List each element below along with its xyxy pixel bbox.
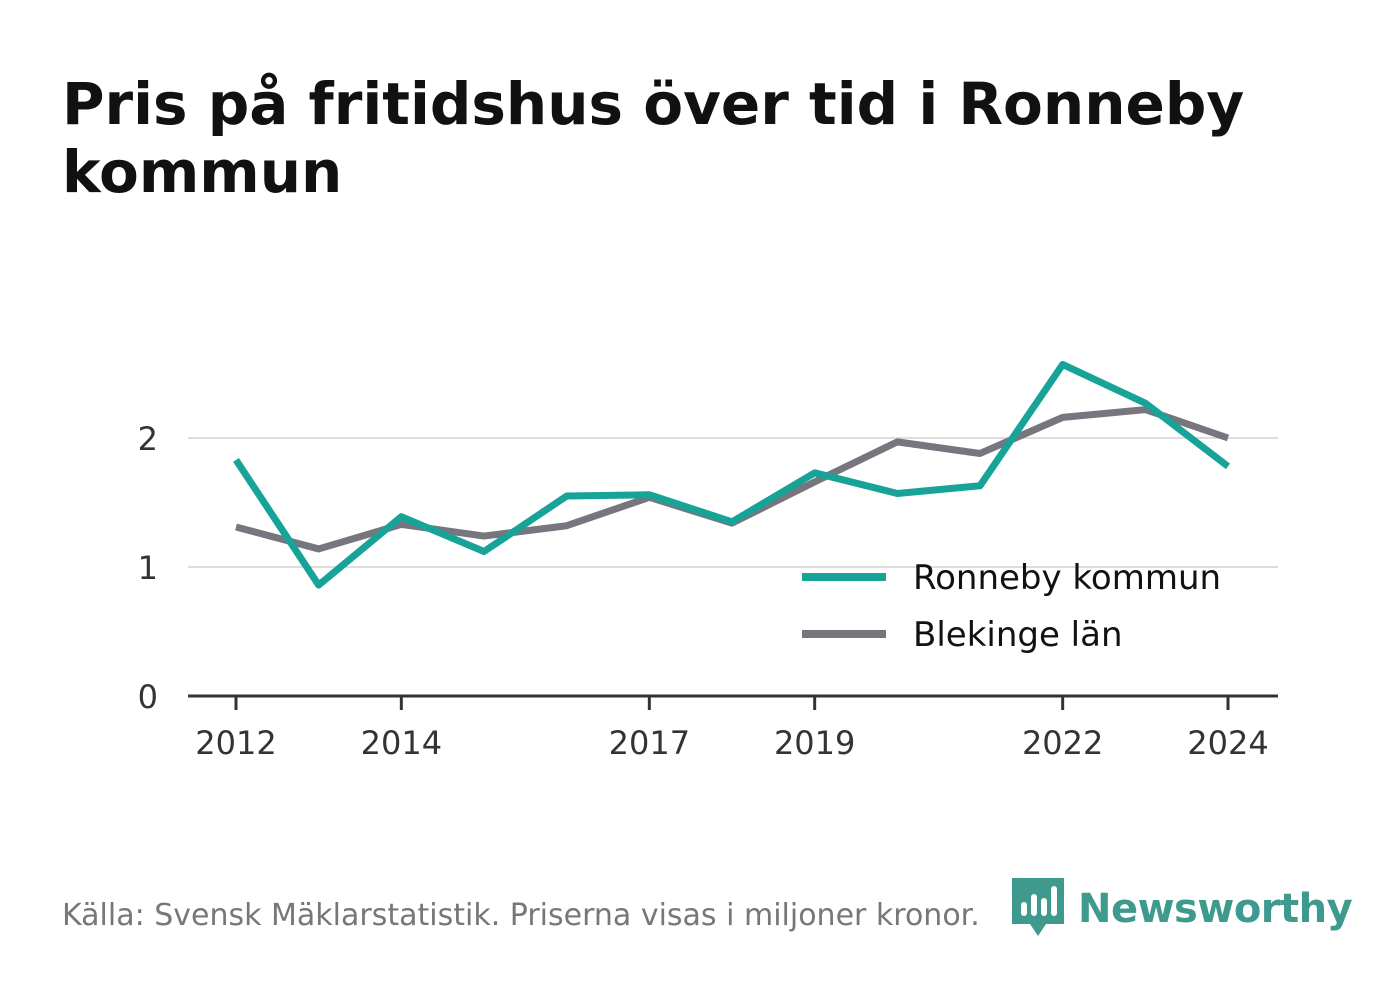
- y-tick-label: 2: [138, 420, 158, 458]
- legend: Ronneby kommun Blekinge län: [802, 558, 1221, 655]
- series-lines: [233, 360, 1231, 589]
- y-tick-label: 1: [138, 549, 158, 587]
- source-note: Källa: Svensk Mäklarstatistik. Priserna …: [62, 898, 980, 933]
- series-line-ronneby-kommun: [233, 360, 1231, 589]
- legend-label: Ronneby kommun: [913, 558, 1221, 598]
- x-tick-label: 2017: [609, 724, 690, 762]
- y-tick-label: 0: [138, 678, 158, 716]
- newsworthy-logo-icon: [1012, 878, 1064, 936]
- x-tick-label: 2022: [1022, 724, 1103, 762]
- x-axis: 2012 2014 2017 2019 2022 2024: [188, 694, 1278, 762]
- y-axis-ticks: 0 1 2: [138, 420, 158, 716]
- chart-title: Pris på fritidshus över tid i Ronneby ko…: [62, 70, 1245, 206]
- x-tick-label: 2012: [195, 724, 276, 762]
- legend-label: Blekinge län: [913, 615, 1123, 655]
- x-tick-label: 2014: [361, 724, 442, 762]
- x-tick-label: 2019: [774, 724, 855, 762]
- newsworthy-logo: Newsworthy: [1012, 878, 1353, 940]
- brand-name: Newsworthy: [1078, 886, 1353, 932]
- x-tick-label: 2024: [1187, 724, 1268, 762]
- grid: [188, 437, 1278, 568]
